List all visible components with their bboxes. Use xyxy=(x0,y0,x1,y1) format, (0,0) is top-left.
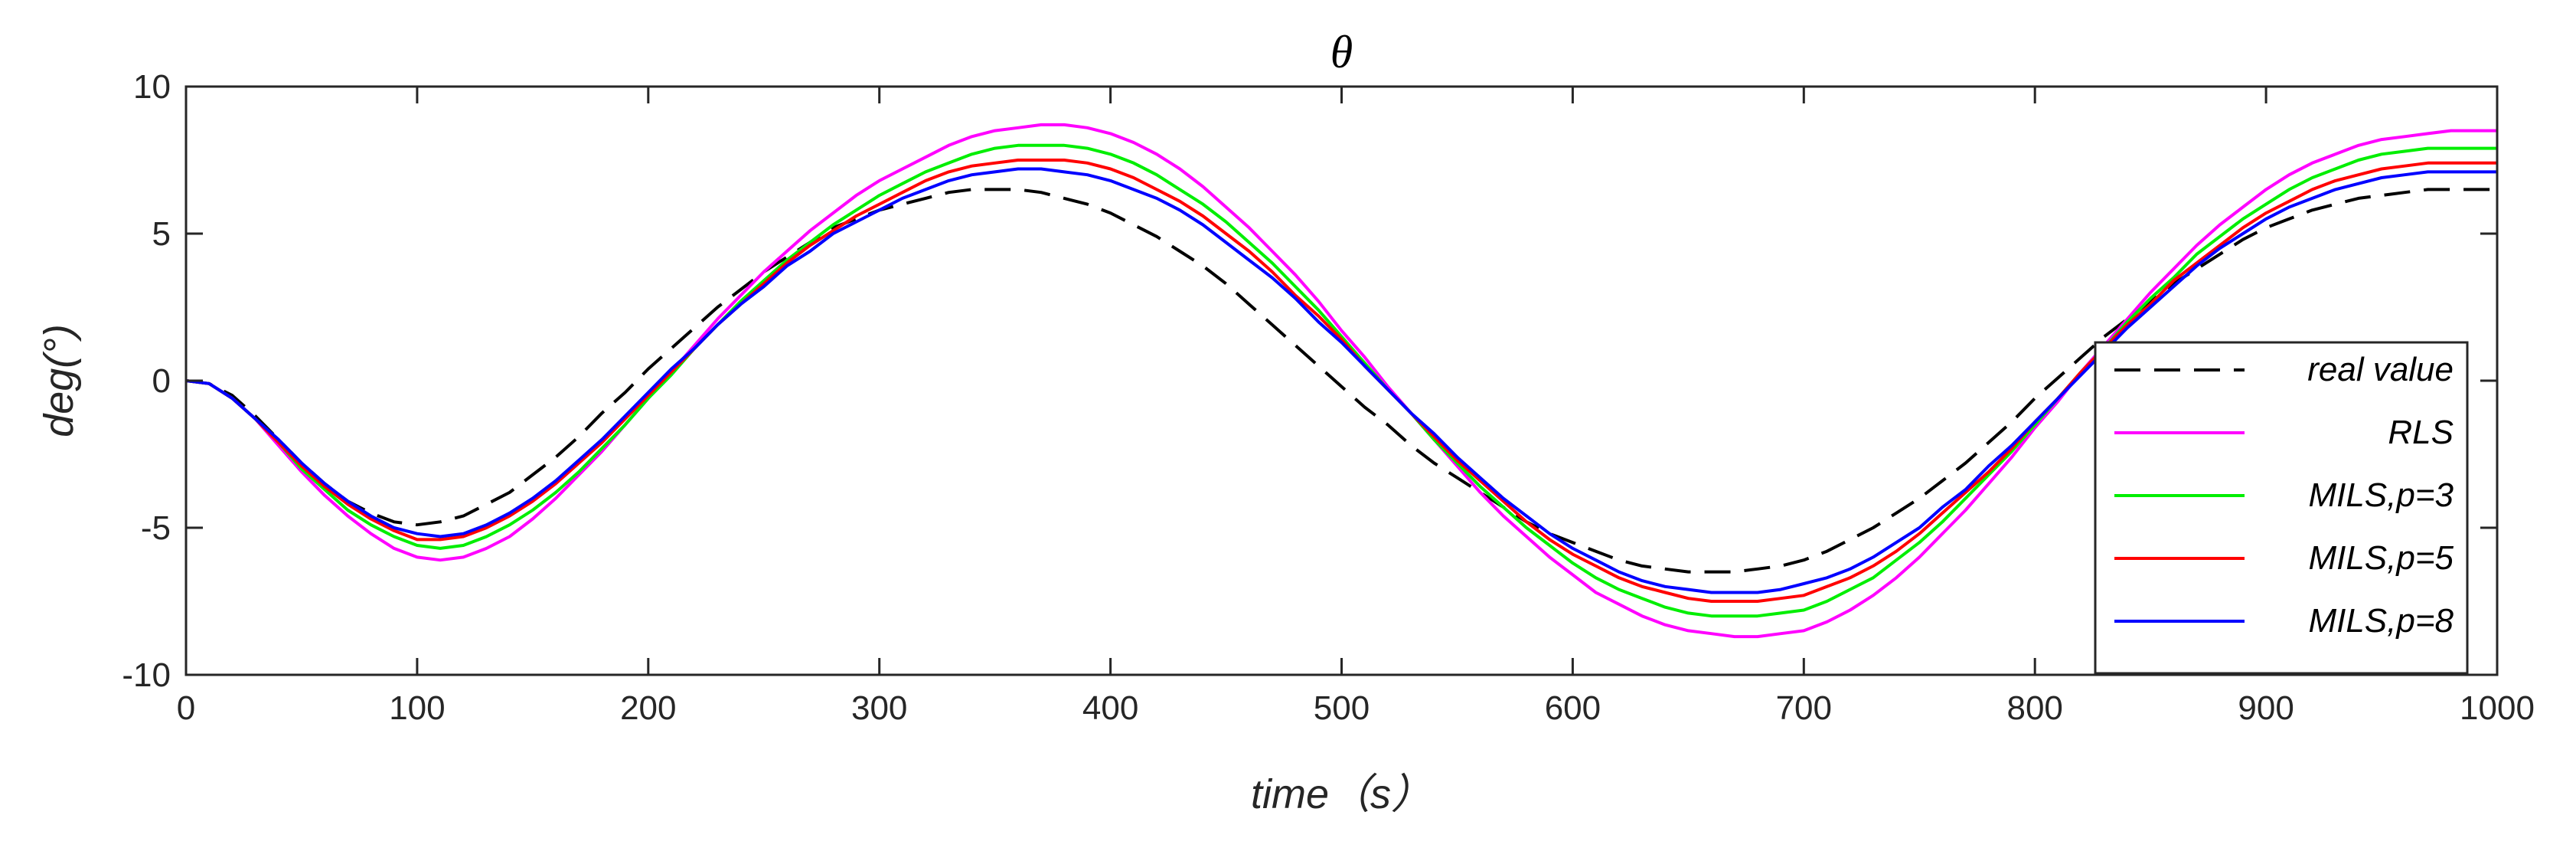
y-axis-title: deg(°) xyxy=(36,324,82,437)
x-tick-label: 0 xyxy=(177,689,195,727)
legend-label: MILS,p=3 xyxy=(2308,476,2454,514)
ticks-layer: 0 100 200 300 400 500 600 700 800 900 1000 -10 -5 0 5 1… xyxy=(122,68,2535,727)
legend-label: MILS,p=8 xyxy=(2308,602,2454,640)
y-tick-label: 0 xyxy=(152,362,171,400)
y-tick-label: -10 xyxy=(122,656,171,694)
x-tick-label: 900 xyxy=(2238,689,2294,727)
x-axis-title: time（s） xyxy=(1251,771,1432,817)
y-tick-label: -5 xyxy=(141,509,171,547)
legend-label: real value xyxy=(2307,351,2454,388)
x-tick-label: 400 xyxy=(1082,689,1138,727)
legend-label: RLS xyxy=(2388,414,2454,451)
x-tick-label: 500 xyxy=(1314,689,1370,727)
x-tick-label: 600 xyxy=(1545,689,1601,727)
x-tick-label: 300 xyxy=(851,689,907,727)
y-tick-label: 10 xyxy=(133,68,171,106)
series-line-mils-p-5 xyxy=(186,159,2497,603)
series-line-real-value xyxy=(186,188,2497,574)
x-tick-label: 1000 xyxy=(2460,689,2535,727)
series-line-rls xyxy=(186,123,2497,639)
series-layer xyxy=(186,123,2497,639)
legend: real value RLS MILS,p=3 MILS,p=5 MILS,p=8 xyxy=(2094,341,2469,675)
legend-box xyxy=(2094,341,2469,675)
x-tick-label: 800 xyxy=(2006,689,2062,727)
chart-title: θ xyxy=(1330,27,1353,77)
x-tick-label: 700 xyxy=(1776,689,1832,727)
x-tick-label: 200 xyxy=(620,689,676,727)
y-tick-label: 5 xyxy=(152,215,171,253)
legend-label: MILS,p=5 xyxy=(2308,539,2454,577)
x-tick-label: 100 xyxy=(389,689,445,727)
